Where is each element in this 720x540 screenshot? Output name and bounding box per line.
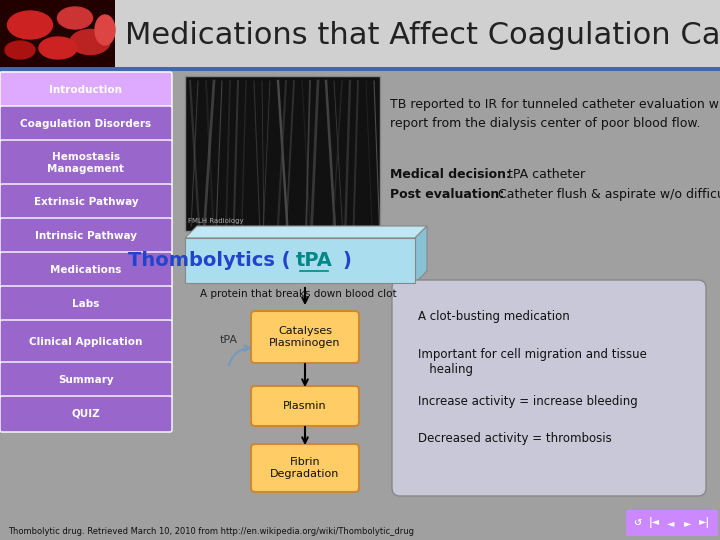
- Ellipse shape: [58, 7, 92, 29]
- Text: ↺: ↺: [633, 518, 641, 528]
- Ellipse shape: [70, 30, 110, 55]
- Text: |◄: |◄: [649, 517, 660, 529]
- FancyBboxPatch shape: [0, 286, 172, 322]
- Text: Catalyses
Plasminogen: Catalyses Plasminogen: [269, 326, 341, 348]
- FancyBboxPatch shape: [0, 0, 115, 67]
- FancyBboxPatch shape: [626, 510, 718, 536]
- Text: Thombolytics (: Thombolytics (: [127, 251, 290, 270]
- Text: Plasmin: Plasmin: [283, 401, 327, 411]
- Text: Introduction: Introduction: [50, 85, 122, 95]
- Ellipse shape: [95, 15, 115, 45]
- FancyBboxPatch shape: [0, 362, 172, 398]
- Text: Decreased activity = thrombosis: Decreased activity = thrombosis: [418, 432, 612, 445]
- Text: ►: ►: [684, 518, 692, 528]
- Text: tPA: tPA: [296, 251, 333, 270]
- Ellipse shape: [7, 11, 53, 39]
- Text: TB reported to IR for tunneled catheter evaluation with a
report from the dialys: TB reported to IR for tunneled catheter …: [390, 98, 720, 130]
- Text: A clot-busting medication: A clot-busting medication: [418, 310, 570, 323]
- Text: Medications that Affect Coagulation Cascade: Medications that Affect Coagulation Casc…: [125, 22, 720, 51]
- Text: A protein that breaks down blood clot: A protein that breaks down blood clot: [200, 289, 397, 299]
- Polygon shape: [185, 226, 427, 238]
- FancyBboxPatch shape: [0, 72, 172, 108]
- Text: Post evaluation:: Post evaluation:: [390, 188, 508, 201]
- FancyBboxPatch shape: [251, 311, 359, 363]
- FancyBboxPatch shape: [0, 106, 172, 142]
- Text: Extrinsic Pathway: Extrinsic Pathway: [34, 197, 138, 207]
- Text: Thombolytic drug. Retrieved March 10, 2010 from http://en.wikipedia.org/wiki/Tho: Thombolytic drug. Retrieved March 10, 20…: [8, 528, 414, 537]
- Text: Medical decision:: Medical decision:: [390, 168, 516, 181]
- Text: Labs: Labs: [72, 299, 99, 309]
- Text: Intrinsic Pathway: Intrinsic Pathway: [35, 231, 137, 241]
- FancyBboxPatch shape: [0, 140, 172, 186]
- Text: FMLH Radiology: FMLH Radiology: [188, 218, 243, 224]
- FancyBboxPatch shape: [0, 218, 172, 254]
- FancyBboxPatch shape: [0, 0, 720, 70]
- Text: tPA catheter: tPA catheter: [508, 168, 585, 181]
- FancyBboxPatch shape: [0, 320, 172, 364]
- Text: Clinical Application: Clinical Application: [30, 337, 143, 347]
- Text: Hemostasis
Management: Hemostasis Management: [48, 152, 125, 174]
- FancyBboxPatch shape: [392, 280, 706, 496]
- FancyBboxPatch shape: [0, 252, 172, 288]
- Text: ): ): [342, 251, 351, 270]
- FancyBboxPatch shape: [251, 444, 359, 492]
- Text: ►|: ►|: [699, 517, 711, 529]
- Text: Coagulation Disorders: Coagulation Disorders: [20, 119, 152, 129]
- FancyBboxPatch shape: [0, 184, 172, 220]
- Text: tPA: tPA: [220, 335, 238, 345]
- Text: ◄: ◄: [667, 518, 675, 528]
- Text: Increase activity = increase bleeding: Increase activity = increase bleeding: [418, 395, 638, 408]
- Text: QUIZ: QUIZ: [71, 409, 100, 419]
- FancyBboxPatch shape: [0, 396, 172, 432]
- FancyBboxPatch shape: [0, 67, 720, 71]
- Text: Summary: Summary: [58, 375, 114, 385]
- FancyBboxPatch shape: [185, 238, 415, 283]
- Ellipse shape: [5, 41, 35, 59]
- Text: Fibrin
Degradation: Fibrin Degradation: [270, 457, 340, 479]
- Polygon shape: [415, 226, 427, 283]
- Text: Medications: Medications: [50, 265, 122, 275]
- Text: Important for cell migration and tissue
   healing: Important for cell migration and tissue …: [418, 348, 647, 376]
- FancyBboxPatch shape: [185, 76, 380, 231]
- FancyBboxPatch shape: [251, 386, 359, 426]
- Ellipse shape: [39, 37, 77, 59]
- Text: Catheter flush & aspirate w/o difficulty: Catheter flush & aspirate w/o difficulty: [498, 188, 720, 201]
